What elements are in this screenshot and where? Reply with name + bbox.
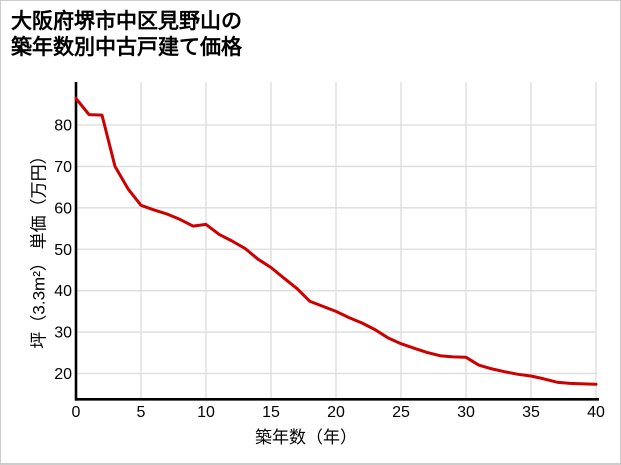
- y-tick-label: 40: [54, 283, 72, 300]
- x-tick-label: 40: [587, 404, 605, 421]
- x-tick-label: 20: [327, 404, 345, 421]
- x-axis-title: 築年数（年）: [255, 428, 357, 447]
- y-tick-label: 30: [54, 325, 72, 342]
- x-tick-label: 5: [137, 404, 146, 421]
- x-tick-label: 35: [522, 404, 540, 421]
- y-tick-label: 80: [54, 118, 72, 135]
- y-tick-label: 20: [54, 366, 72, 383]
- x-tick-label: 15: [262, 404, 280, 421]
- chart-title: 大阪府堺市中区見野山の 築年数別中古戸建て価格: [11, 9, 242, 61]
- chart-title-line1: 大阪府堺市中区見野山の: [11, 10, 242, 33]
- x-tick-label: 30: [457, 404, 475, 421]
- y-axis-title: 坪（3.3m²） 単価（万円）: [29, 147, 49, 349]
- price-line-series: [74, 97, 598, 386]
- x-tick-label: 0: [72, 404, 81, 421]
- chart-title-line2: 築年数別中古戸建て価格: [11, 36, 242, 59]
- y-tick-label: 50: [54, 242, 72, 259]
- x-tick-label: 25: [392, 404, 410, 421]
- y-tick-label: 60: [54, 200, 72, 217]
- y-tick-label: 70: [54, 159, 72, 176]
- x-tick-label: 10: [197, 404, 215, 421]
